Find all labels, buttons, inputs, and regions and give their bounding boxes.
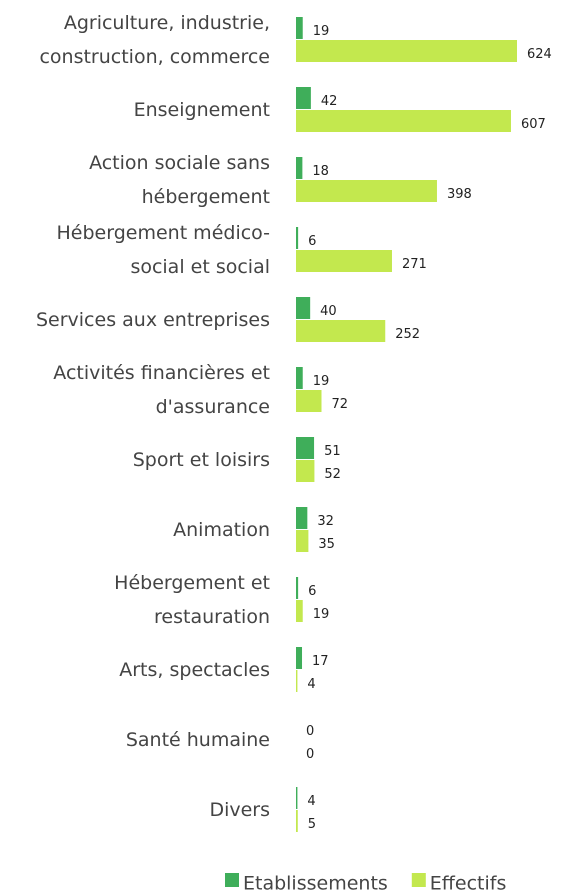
value-label: 42 [321,94,338,109]
value-label: 624 [527,47,552,62]
value-label: 0 [306,724,314,739]
bar [296,87,311,109]
bar [296,180,437,202]
category-label: Services aux entreprises [35,309,270,331]
category-label: Sport et loisirs [132,449,270,471]
value-label: 6 [308,234,316,249]
value-label: 17 [312,654,329,669]
category-label: Action sociale sans hébergement [89,152,270,208]
value-label: 4 [307,794,315,809]
bar [296,787,298,809]
value-label: 32 [317,514,334,529]
value-label: 5 [308,817,316,832]
value-label: 4 [307,677,315,692]
value-label: 19 [313,24,330,39]
category-label: Enseignement [133,99,270,121]
bar [296,507,308,529]
bar [296,390,322,412]
bar [296,530,309,552]
bar [296,670,298,692]
legend-swatch [411,873,426,887]
bar [296,250,392,272]
category-label: Activités financières et d'assurance [53,362,270,418]
value-label: 271 [402,257,427,272]
category-label: Hébergement médico- social et social [56,222,271,278]
category-label: Divers [209,799,270,821]
bar [296,297,311,319]
bar [296,577,299,599]
value-label: 18 [312,164,329,179]
value-label: 72 [332,397,349,412]
value-label: 52 [324,467,341,482]
bar [296,320,386,342]
bar [296,460,315,482]
value-label: 19 [313,374,330,389]
category-label: Hébergement et restauration [114,572,270,628]
bar [296,227,299,249]
bar [296,810,298,832]
value-label: 35 [318,537,335,552]
value-label: 19 [313,607,330,622]
value-label: 6 [308,584,316,599]
category-label: Agriculture, industrie, construction, co… [39,12,270,68]
value-label: 398 [447,187,472,202]
category-label: Animation [173,519,270,541]
legend-label: Effectifs [430,873,507,894]
bar [296,647,303,669]
value-label: 51 [324,444,341,459]
value-label: 40 [320,304,337,319]
value-label: 607 [521,117,546,132]
category-label: Santé humaine [125,729,270,751]
bar [296,367,303,389]
category-label: Arts, spectacles [119,659,270,681]
legend-swatch [225,873,239,887]
bar [296,600,303,622]
bar [296,40,517,62]
bar [296,157,303,179]
value-label: 252 [395,327,420,342]
bar [296,17,303,39]
bar [296,437,315,459]
bar [296,110,511,132]
legend-label: Etablissements [243,873,388,894]
value-label: 0 [306,747,314,762]
